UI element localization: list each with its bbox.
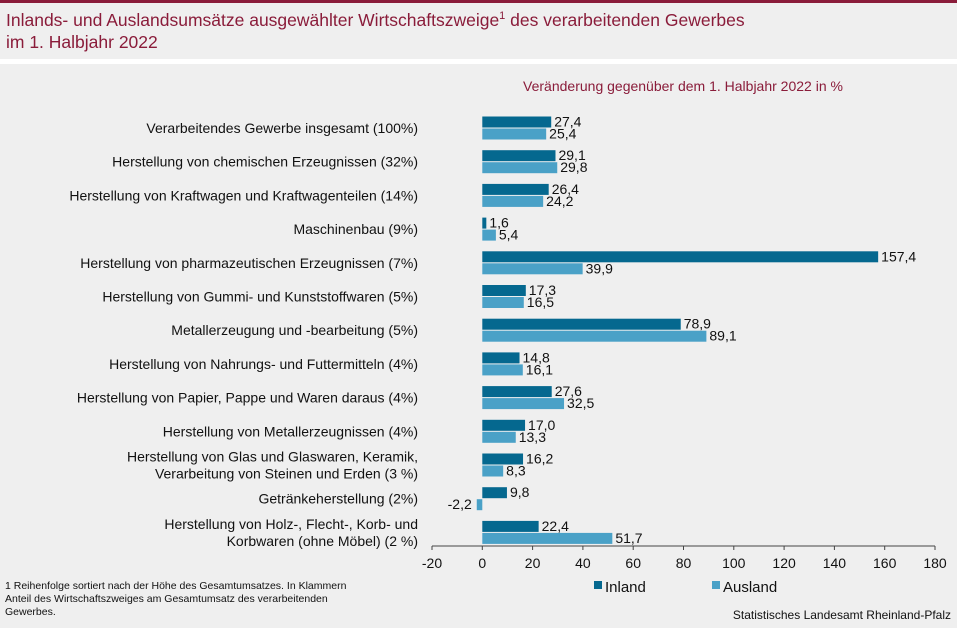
- title-suffix: des verarbeitenden Gewerbes: [505, 10, 745, 30]
- data-label-inland-9: 17,0: [528, 417, 555, 433]
- data-label-ausland-0: 25,4: [549, 126, 576, 142]
- data-label-ausland-8: 32,5: [567, 395, 594, 411]
- category-label-7: Herstellung von Nahrungs- und Futtermitt…: [109, 356, 418, 372]
- data-label-inland-0: 27,4: [554, 114, 581, 130]
- legend-swatch-inland: [594, 581, 602, 589]
- category-label-10-line1: Verarbeitung von Steinen und Erden (3 %): [155, 466, 418, 482]
- bar-inland-8: [482, 386, 552, 398]
- category-label-5: Herstellung von Gummi- und Kunststoffwar…: [102, 289, 418, 305]
- data-label-ausland-6: 89,1: [709, 328, 736, 344]
- bar-inland-1: [482, 150, 556, 162]
- category-label-11: Getränkeherstellung (2%): [258, 491, 418, 507]
- data-label-ausland-3: 5,4: [499, 227, 519, 243]
- title-line2: im 1. Halbjahr 2022: [6, 32, 158, 52]
- bar-inland-12: [482, 520, 539, 532]
- bar-inland-9: [482, 419, 526, 431]
- bar-inland-2: [482, 183, 549, 195]
- bar-ausland-1: [482, 162, 558, 174]
- category-label-12-line0: Herstellung von Holz-, Flecht-, Korb- un…: [164, 516, 418, 532]
- title-rule: [0, 59, 957, 64]
- bar-inland-0: [482, 116, 552, 128]
- category-label-8: Herstellung von Papier, Pappe und Waren …: [77, 390, 418, 406]
- data-label-inland-8: 27,6: [555, 383, 582, 399]
- data-label-ausland-11: -2,2: [448, 496, 472, 512]
- category-label-10-line0: Herstellung von Glas und Glaswaren, Kera…: [127, 449, 418, 465]
- bar-ausland-8: [482, 398, 565, 410]
- title-footnote-mark: 1: [499, 10, 506, 23]
- bar-inland-10: [482, 453, 524, 465]
- category-label-1: Herstellung von chemischen Erzeugnissen …: [112, 154, 418, 170]
- bar-inland-7: [482, 352, 520, 364]
- x-tick-label-5: 80: [676, 555, 692, 571]
- footnote: 1 Reihenfolge sortiert nach der Höhe des…: [5, 580, 347, 618]
- bar-ausland-10: [482, 465, 504, 477]
- bar-ausland-9: [482, 431, 516, 443]
- data-label-ausland-10: 8,3: [506, 463, 526, 479]
- data-label-inland-6: 78,9: [684, 316, 711, 332]
- bar-ausland-2: [482, 195, 544, 207]
- title-main: Inlands- und Auslandsumsätze ausgewählte…: [6, 10, 500, 30]
- bar-inland-6: [482, 318, 681, 330]
- chart-subtitle: Veränderung gegenüber dem 1. Halbjahr 20…: [523, 78, 843, 94]
- bar-ausland-11: [476, 499, 483, 511]
- legend-swatch-ausland: [712, 581, 720, 589]
- data-label-ausland-1: 29,8: [560, 159, 587, 175]
- legend-label-ausland: Ausland: [723, 579, 777, 596]
- x-tick-label-4: 60: [625, 555, 641, 571]
- data-label-inland-2: 26,4: [552, 181, 579, 197]
- category-label-4: Herstellung von pharmazeutischen Erzeugn…: [80, 255, 418, 271]
- x-tick-label-7: 120: [772, 555, 796, 571]
- category-label-3: Maschinenbau (9%): [293, 221, 418, 237]
- bar-ausland-0: [482, 128, 547, 140]
- x-tick-label-3: 40: [575, 555, 591, 571]
- x-tick-label-9: 160: [873, 555, 897, 571]
- category-label-6: Metallerzeugung und -bearbeitung (5%): [171, 322, 418, 338]
- bar-ausland-12: [482, 532, 613, 544]
- bar-inland-11: [482, 487, 507, 499]
- data-label-ausland-7: 16,1: [526, 361, 553, 377]
- data-label-ausland-9: 13,3: [519, 429, 546, 445]
- x-tick-label-8: 140: [823, 555, 847, 571]
- data-label-inland-11: 9,8: [510, 484, 530, 500]
- category-label-0: Verarbeitendes Gewerbe insgesamt (100%): [146, 120, 418, 136]
- data-label-inland-10: 16,2: [526, 451, 553, 467]
- chart-title: Inlands- und Auslandsumsätze ausgewählte…: [6, 9, 745, 53]
- data-label-inland-12: 22,4: [542, 518, 569, 534]
- data-label-ausland-5: 16,5: [527, 294, 554, 310]
- bar-inland-4: [482, 251, 879, 263]
- data-label-ausland-12: 51,7: [615, 530, 642, 546]
- bar-ausland-4: [482, 263, 583, 275]
- x-tick-label-10: 180: [923, 555, 947, 571]
- bar-ausland-5: [482, 297, 524, 308]
- bar-ausland-7: [482, 364, 523, 376]
- top-rule: [0, 0, 957, 3]
- category-label-9: Herstellung von Metallerzeugnissen (4%): [163, 423, 418, 439]
- data-label-inland-1: 29,1: [558, 147, 585, 163]
- bar-ausland-3: [482, 229, 496, 241]
- x-tick-label-1: 0: [478, 555, 486, 571]
- category-label-12-line1: Korbwaren (ohne Möbel) (2 %): [227, 533, 418, 549]
- legend-label-inland: Inland: [605, 579, 646, 596]
- x-tick-label-6: 100: [722, 555, 746, 571]
- data-label-inland-4: 157,4: [881, 248, 916, 264]
- data-label-ausland-2: 24,2: [546, 193, 573, 209]
- bar-inland-5: [482, 285, 526, 296]
- bar-inland-3: [482, 217, 487, 229]
- source-label: Statistisches Landesamt Rheinland-Pfalz: [732, 608, 951, 622]
- x-tick-label-0: -20: [422, 555, 442, 571]
- data-label-inland-7: 14,8: [523, 349, 550, 365]
- data-label-inland-3: 1,6: [489, 215, 509, 231]
- category-label-2: Herstellung von Kraftwagen und Kraftwage…: [69, 187, 418, 203]
- data-label-inland-5: 17,3: [529, 282, 556, 298]
- title-block: Inlands- und Auslandsumsätze ausgewählte…: [0, 3, 957, 59]
- bar-ausland-6: [482, 330, 707, 342]
- data-label-ausland-4: 39,9: [586, 260, 613, 276]
- x-tick-label-2: 20: [525, 555, 541, 571]
